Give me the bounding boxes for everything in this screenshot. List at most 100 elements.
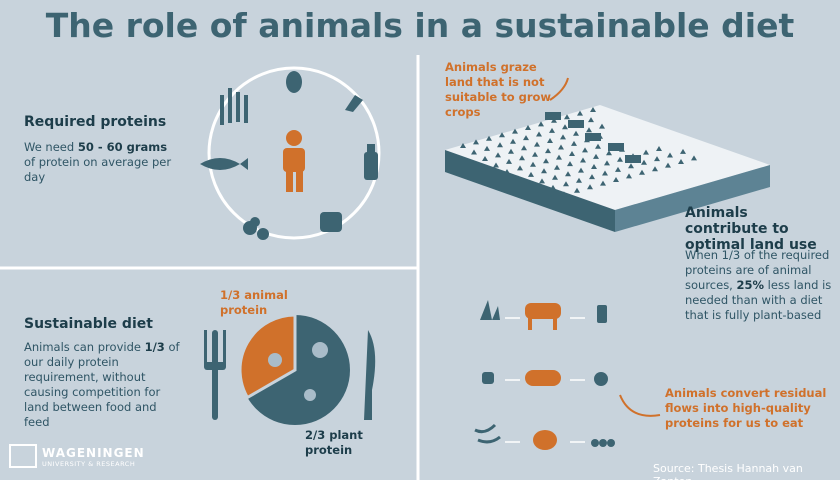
text: We need 50 - 60 grams of protein on aver… — [24, 140, 174, 185]
crop-icon — [563, 181, 569, 187]
crop-icon — [564, 114, 570, 120]
text-bold: 50 - 60 grams — [77, 140, 168, 154]
heading: Required proteins — [24, 114, 167, 130]
crop-icon — [654, 156, 660, 162]
crop-icon — [667, 152, 673, 158]
crop-icon — [538, 121, 544, 127]
crop-icon — [532, 151, 538, 157]
text: less land is needed than with a diet tha… — [685, 278, 832, 322]
crop-icon — [519, 155, 525, 161]
crop-icon — [574, 187, 580, 193]
crop-icon — [641, 159, 647, 165]
crop-icon — [482, 156, 488, 161]
crop-icon — [552, 174, 558, 180]
logo-subtitle: UNIVERSITY & RESEARCH — [42, 460, 136, 468]
crop-icon — [590, 107, 596, 112]
plant-label: 2/3 plant protein — [305, 428, 363, 457]
crop-icon — [593, 153, 599, 159]
crop-icon — [495, 152, 501, 158]
crop-icon — [521, 145, 527, 151]
crop-icon — [573, 130, 579, 136]
crop-icon — [539, 178, 545, 184]
crop-icon — [591, 164, 597, 169]
crop-icon — [528, 171, 534, 177]
crop-icon — [551, 117, 557, 123]
crop-icon — [589, 174, 595, 180]
source: Source: Thesis Hannah van Zanten — [653, 462, 803, 480]
crop-icon — [615, 166, 621, 172]
crop-icon — [561, 191, 567, 197]
crop-icon — [560, 134, 566, 140]
crop-icon — [499, 132, 505, 138]
crop-icon — [543, 158, 549, 164]
crop-icon — [534, 141, 540, 147]
crop-icon — [578, 167, 584, 173]
text-bold: 25% — [736, 278, 765, 292]
crop-icon — [652, 166, 658, 172]
crop-icon — [587, 184, 593, 190]
residual-callout: Animals convert residual flows into high… — [665, 386, 827, 430]
crop-icon — [515, 175, 521, 181]
crop-icon — [656, 146, 662, 151]
crop-icon — [569, 151, 575, 156]
crop-icon — [536, 131, 542, 137]
crop-icon — [530, 161, 536, 167]
graze-callout: Animals graze land that is not suitable … — [445, 60, 552, 119]
crop-icon — [643, 149, 649, 155]
crop-icon — [525, 125, 531, 130]
crop-icon — [506, 158, 512, 164]
text: of our daily protein requirement, withou… — [24, 340, 180, 429]
crop-icon — [471, 149, 477, 155]
crop-icon — [678, 159, 684, 164]
crop-icon — [517, 165, 523, 171]
text: of protein on average per day — [24, 155, 172, 184]
crop-icon — [588, 117, 594, 123]
crop-icon — [550, 184, 556, 190]
logo-name: WAGENINGEN — [42, 446, 145, 460]
text: Animals can provide — [24, 340, 145, 354]
crop-icon — [473, 139, 479, 145]
animal-label: 1/3 animal protein — [220, 288, 288, 317]
crop-icon — [460, 143, 466, 148]
crop-icon — [595, 143, 601, 149]
crop-icon — [493, 162, 499, 168]
text: When 1/3 of the required proteins are of… — [685, 248, 830, 292]
crop-icon — [580, 157, 586, 163]
text: We need — [24, 140, 78, 154]
crop-icon — [562, 124, 568, 130]
crop-icon — [556, 154, 562, 160]
crop-icon — [486, 135, 492, 141]
crop-icon — [554, 164, 560, 170]
crop-icon — [523, 135, 529, 141]
crop-icon — [508, 148, 514, 154]
text: Animals can provide 1/3 of our daily pro… — [24, 340, 184, 430]
crop-icon — [576, 177, 582, 183]
crop-icon — [613, 177, 619, 182]
crop-icon — [626, 173, 632, 179]
crop-icon — [567, 161, 573, 167]
crop-icon — [547, 138, 553, 143]
crop-icon — [617, 156, 623, 162]
crop-icon — [558, 144, 564, 150]
crop-icon — [665, 162, 671, 168]
crop-icon — [549, 127, 555, 133]
heading: Sustainable diet — [24, 316, 153, 332]
crop-icon — [526, 182, 532, 187]
crop-icon — [586, 127, 592, 133]
crop-icon — [680, 148, 686, 154]
crop-icon — [504, 169, 510, 174]
crop-icon — [604, 160, 610, 166]
title: The role of animals in a sustainable die… — [45, 6, 795, 45]
crop-icon — [541, 168, 547, 174]
crop-icon — [600, 180, 606, 186]
crop-icon — [577, 110, 583, 116]
crop-icon — [582, 147, 588, 153]
crop-icon — [565, 171, 571, 177]
crop-icon — [537, 188, 543, 194]
text-bold: 1/3 — [144, 340, 165, 354]
crop-icon — [691, 155, 697, 161]
crop-icon — [606, 150, 612, 156]
crop-icon — [497, 142, 503, 148]
